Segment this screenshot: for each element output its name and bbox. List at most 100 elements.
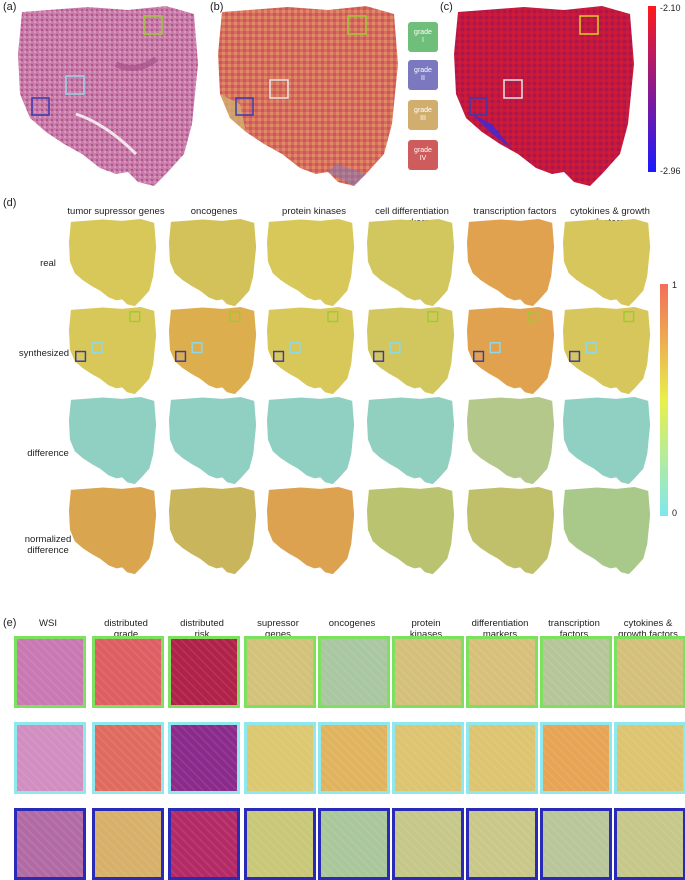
e-tile-r2-c1 xyxy=(14,722,86,794)
e-tile-r3-c8 xyxy=(540,808,612,880)
e-col-header-3-l1: distributed xyxy=(180,618,224,629)
d-map-r3-c3 xyxy=(266,396,355,485)
e-col-header-3-l2: risk xyxy=(194,629,210,640)
e-col-header-5-l1: oncogenes xyxy=(328,618,376,629)
e-tile-r2-c8 xyxy=(540,722,612,794)
e-col-header-1-l1: WSI xyxy=(39,618,57,629)
e-tile-r2-c4 xyxy=(244,722,316,794)
d-map-r2-c3 xyxy=(266,306,355,395)
d-col-header-2: oncogenes xyxy=(166,206,262,217)
e-col-header-7-l1: differentiation xyxy=(471,618,529,629)
d-map-r1-c4 xyxy=(366,218,455,307)
e-tile-r3-c2 xyxy=(92,808,164,880)
d-row-header-2-text: synthesized xyxy=(18,348,70,359)
risk-colorbar-min: -2.96 xyxy=(660,166,681,176)
d-col-header-2-text: oncogenes xyxy=(190,206,238,217)
risk-map-image xyxy=(454,6,634,186)
d-map-r4-c4 xyxy=(366,486,455,575)
roi-cyan xyxy=(65,75,85,95)
d-row-header-3: difference xyxy=(8,448,88,459)
e-tile-r1-c6 xyxy=(392,636,464,708)
panel-label-a: (a) xyxy=(3,1,17,13)
d-map-r3-c6 xyxy=(562,396,651,485)
d-col-header-1: tumor supressor genes xyxy=(62,206,170,217)
wsi-he-image xyxy=(18,6,198,186)
legend-grade-1: grade I xyxy=(408,22,438,52)
e-tile-r1-c9 xyxy=(614,636,685,708)
d-map-r3-c5 xyxy=(466,396,555,485)
e-tile-r2-c7 xyxy=(466,722,538,794)
panel-label-d: (d) xyxy=(3,197,17,209)
legend-grade-1-label: grade xyxy=(414,29,432,36)
legend-grade-2: grade II xyxy=(408,60,438,90)
d-col-header-1-text: tumor supressor genes xyxy=(67,206,165,217)
d-col-header-5: transcription factors xyxy=(460,206,570,217)
prediction-colorbar-max: 1 xyxy=(672,280,678,290)
d-row-header-4: normalized difference xyxy=(6,534,90,556)
e-col-header-2: distributed grade xyxy=(80,618,172,640)
d-map-r3-c2 xyxy=(168,396,257,485)
panel-label-e: (e) xyxy=(3,617,17,629)
e-col-header-4: supressor genes xyxy=(232,618,324,640)
d-map-r1-c2 xyxy=(168,218,257,307)
e-col-header-6-l2: kinases xyxy=(409,629,443,640)
e-tile-r2-c2 xyxy=(92,722,164,794)
risk-colorbar xyxy=(648,6,656,172)
d-map-r1-c3 xyxy=(266,218,355,307)
d-row-header-3-text: difference xyxy=(27,448,69,459)
d-map-r2-c1 xyxy=(68,306,157,395)
d-map-r4-c1 xyxy=(68,486,157,575)
d-map-r4-c2 xyxy=(168,486,257,575)
legend-grade-2-label: grade xyxy=(414,67,432,74)
e-col-header-6: protein kinases xyxy=(380,618,472,640)
e-col-header-7: differentiation markers xyxy=(454,618,546,640)
d-map-r3-c1 xyxy=(68,396,157,485)
e-col-header-6-l1: protein xyxy=(411,618,441,629)
e-col-header-9-l1: cytokines & xyxy=(623,618,673,629)
e-tile-r1-c5 xyxy=(318,636,390,708)
e-col-header-9-l2: growth factors xyxy=(618,629,678,640)
legend-grade-3: grade III xyxy=(408,100,438,130)
d-row-header-4-l2: difference xyxy=(27,545,69,556)
e-tile-r3-c3 xyxy=(168,808,240,880)
panel-label-b: (b) xyxy=(210,1,224,13)
e-tile-r2-c6 xyxy=(392,722,464,794)
legend-grade-4-num: IV xyxy=(419,155,427,162)
d-map-r1-c1 xyxy=(68,218,157,307)
legend-grade-4: grade IV xyxy=(408,140,438,170)
e-tile-r1-c8 xyxy=(540,636,612,708)
legend-grade-4-label: grade xyxy=(414,147,432,154)
e-tile-r1-c4 xyxy=(244,636,316,708)
e-tile-r1-c1 xyxy=(14,636,86,708)
d-map-r2-c6 xyxy=(562,306,651,395)
e-col-header-8: transcription factors xyxy=(528,618,620,640)
d-map-r3-c4 xyxy=(366,396,455,485)
e-tile-r3-c7 xyxy=(466,808,538,880)
e-tile-r3-c4 xyxy=(244,808,316,880)
e-col-header-1: WSI xyxy=(2,618,94,629)
d-col-header-4-l1: cell differentiation xyxy=(375,206,449,217)
e-tile-r1-c7 xyxy=(466,636,538,708)
panel-label-c: (c) xyxy=(440,1,453,13)
e-tile-r3-c9 xyxy=(614,808,685,880)
d-map-r4-c3 xyxy=(266,486,355,575)
d-map-r2-c4 xyxy=(366,306,455,395)
legend-grade-3-label: grade xyxy=(414,107,432,114)
d-map-r4-c5 xyxy=(466,486,555,575)
d-row-header-2: synthesized xyxy=(0,348,88,359)
e-col-header-7-l2: markers xyxy=(482,629,518,640)
risk-colorbar-max: -2.10 xyxy=(660,3,681,13)
e-tile-r3-c5 xyxy=(318,808,390,880)
d-col-header-3-text: protein kinases xyxy=(282,206,346,217)
e-col-header-3: distributed risk xyxy=(156,618,248,640)
legend-grade-3-num: III xyxy=(420,115,426,122)
e-col-header-5: oncogenes xyxy=(306,618,398,629)
e-col-header-8-l1: transcription xyxy=(548,618,600,629)
d-map-r1-c5 xyxy=(466,218,555,307)
e-col-header-4-l2: genes xyxy=(265,629,291,640)
d-col-header-6-l1: cytokines & growth xyxy=(570,206,650,217)
d-col-header-3: protein kinases xyxy=(266,206,362,217)
e-tile-r2-c5 xyxy=(318,722,390,794)
d-row-header-1: real xyxy=(8,258,88,269)
legend-grade-2-num: II xyxy=(421,75,425,82)
